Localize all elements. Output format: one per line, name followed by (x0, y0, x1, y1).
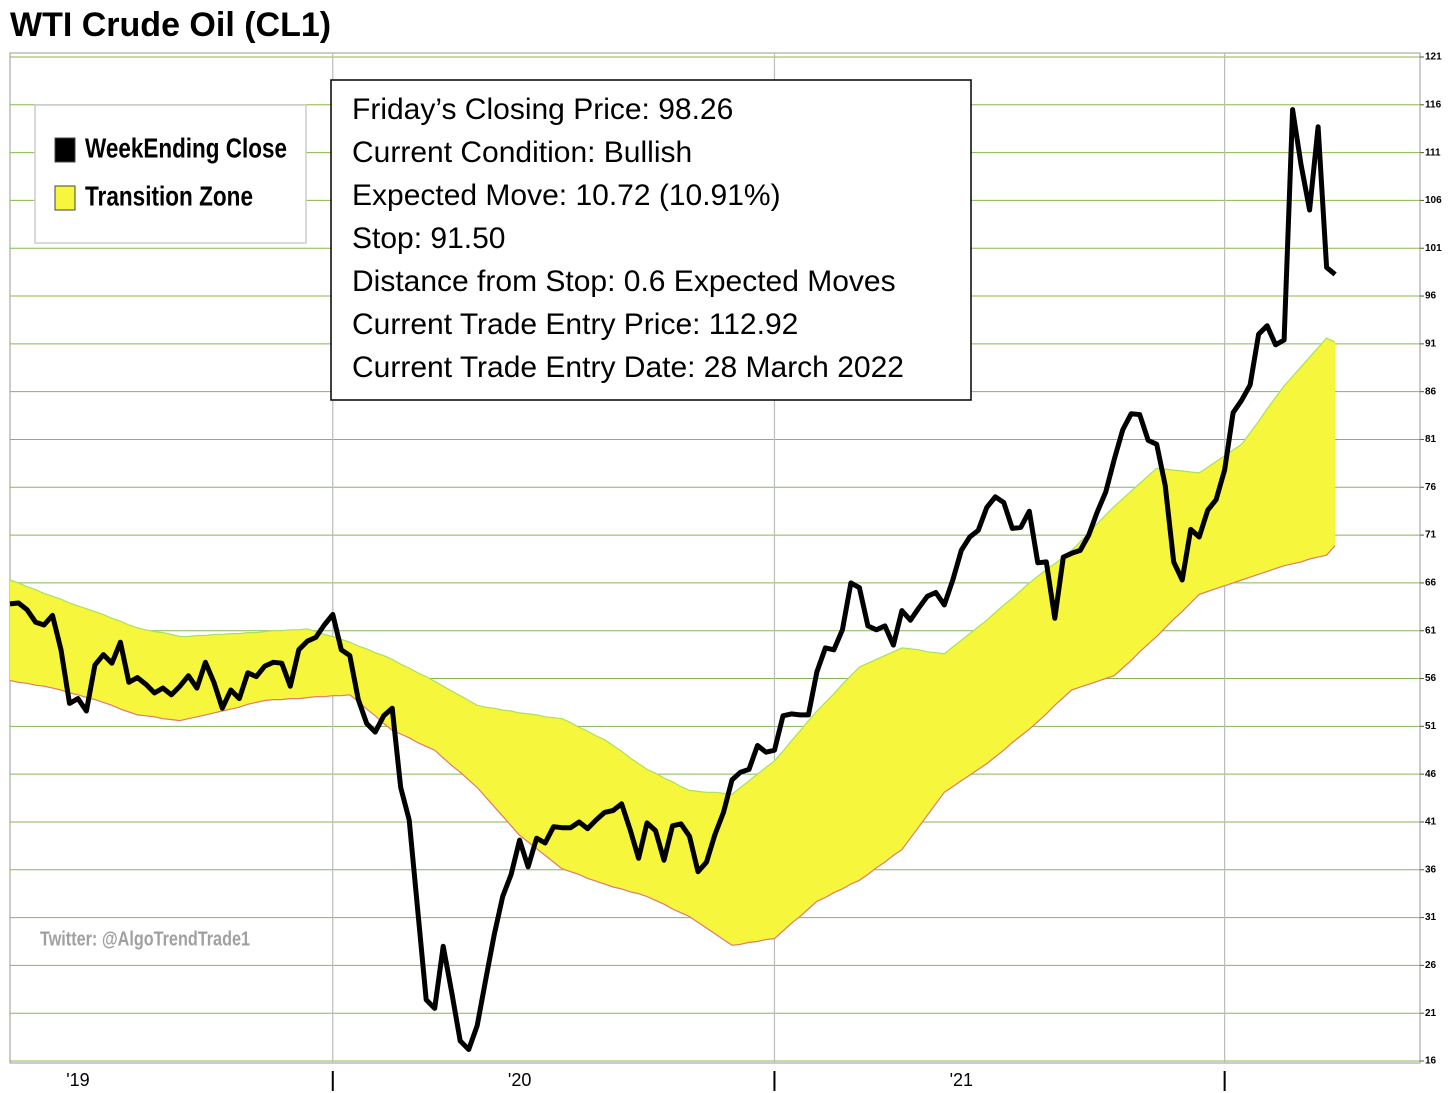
y-tick-label: 76 (1425, 482, 1437, 493)
x-tick-label: '20 (508, 1070, 531, 1090)
y-tick-label: 21 (1425, 1008, 1437, 1019)
y-tick-label: 91 (1425, 338, 1437, 349)
y-tick-label: 81 (1425, 434, 1437, 445)
y-tick-label: 46 (1425, 769, 1437, 780)
info-line: Current Condition: Bullish (352, 136, 692, 169)
y-tick-label: 71 (1425, 530, 1437, 541)
y-tick-label: 121 (1425, 52, 1442, 63)
y-tick-label: 106 (1425, 195, 1442, 206)
info-line: Distance from Stop: 0.6 Expected Moves (352, 265, 896, 298)
y-tick-label: 31 (1425, 912, 1437, 923)
legend-label: Transition Zone (85, 180, 253, 211)
info-line: Friday’s Closing Price: 98.26 (352, 93, 733, 126)
y-tick-label: 26 (1425, 960, 1437, 971)
legend-box (34, 104, 307, 244)
legend-swatch (54, 137, 76, 163)
y-tick-label: 61 (1425, 625, 1437, 636)
band-lower (9, 545, 1336, 946)
info-line: Expected Move: 10.72 (10.91%) (352, 179, 781, 212)
legend-label: WeekEnding Close (85, 132, 287, 163)
info-box (330, 79, 972, 401)
info-line: Stop: 91.50 (352, 222, 505, 255)
close-line (9, 107, 1337, 1052)
x-tick-label: '19 (66, 1070, 89, 1090)
y-tick-label: 116 (1425, 99, 1442, 110)
y-tick-label: 51 (1425, 721, 1437, 732)
y-tick-label: 86 (1425, 386, 1437, 397)
y-tick-label: 41 (1425, 817, 1437, 828)
watermark: Twitter: @AlgoTrendTrade1 (40, 928, 250, 950)
info-line: Current Trade Entry Date: 28 March 2022 (352, 351, 904, 384)
y-tick-label: 36 (1425, 864, 1437, 875)
y-tick-label: 16 (1425, 1056, 1437, 1067)
chart-title: WTI Crude Oil (CL1) (10, 6, 331, 44)
legend-swatch (54, 185, 76, 211)
y-tick-label: 101 (1425, 243, 1442, 254)
info-line: Current Trade Entry Price: 112.92 (352, 308, 798, 341)
band-upper (9, 337, 1336, 795)
x-tick-label: '21 (950, 1070, 973, 1090)
y-tick-label: 111 (1425, 147, 1441, 158)
y-tick-label: 96 (1425, 291, 1437, 302)
y-tick-label: 66 (1425, 578, 1437, 589)
y-tick-label: 56 (1425, 673, 1437, 684)
